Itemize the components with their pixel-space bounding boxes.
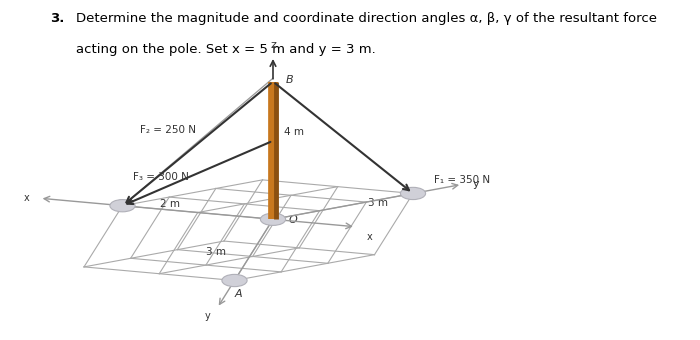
- Text: 3 m: 3 m: [206, 246, 226, 257]
- Text: 3.: 3.: [50, 12, 65, 25]
- Text: F₂ = 250 N: F₂ = 250 N: [140, 125, 196, 135]
- Text: F₁ = 350 N: F₁ = 350 N: [434, 175, 490, 185]
- Text: y: y: [473, 180, 479, 189]
- Text: x: x: [24, 193, 29, 203]
- Text: acting on the pole. Set x = 5 m and y = 3 m.: acting on the pole. Set x = 5 m and y = …: [76, 42, 375, 55]
- Text: x: x: [366, 232, 372, 242]
- Text: 2 m: 2 m: [160, 199, 181, 209]
- Text: O: O: [288, 215, 298, 225]
- Text: z: z: [270, 40, 276, 50]
- Text: B: B: [286, 75, 293, 85]
- Circle shape: [400, 187, 426, 200]
- Text: A: A: [234, 289, 241, 299]
- Text: F₃ = 300 N: F₃ = 300 N: [133, 172, 189, 182]
- Text: 3 m: 3 m: [368, 198, 388, 208]
- Circle shape: [222, 274, 247, 287]
- Circle shape: [260, 213, 286, 225]
- Circle shape: [110, 200, 135, 212]
- Text: y: y: [204, 311, 210, 321]
- Text: Determine the magnitude and coordinate direction angles α, β, γ of the resultant: Determine the magnitude and coordinate d…: [76, 12, 657, 25]
- Text: 4 m: 4 m: [284, 128, 304, 137]
